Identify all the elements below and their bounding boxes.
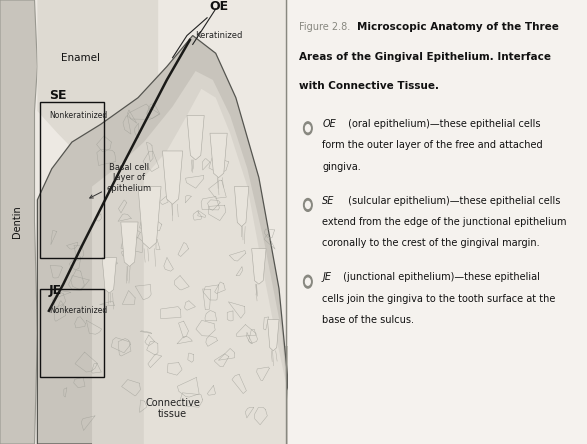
Polygon shape <box>144 89 288 444</box>
Text: extend from the edge of the junctional epithelium: extend from the edge of the junctional e… <box>322 217 567 227</box>
Text: SE: SE <box>49 89 66 102</box>
Text: Connective
tissue: Connective tissue <box>145 398 200 419</box>
Text: Areas of the Gingival Epithelium. Interface: Areas of the Gingival Epithelium. Interf… <box>299 52 551 62</box>
Circle shape <box>305 278 311 285</box>
Polygon shape <box>92 71 288 444</box>
Polygon shape <box>268 320 279 351</box>
Text: base of the sulcus.: base of the sulcus. <box>322 315 414 325</box>
Polygon shape <box>138 186 161 249</box>
Polygon shape <box>38 36 288 444</box>
Text: Microscopic Anatomy of the Three: Microscopic Anatomy of the Three <box>357 22 559 32</box>
Text: OE: OE <box>209 0 228 13</box>
Text: Dentin: Dentin <box>12 206 22 238</box>
Polygon shape <box>187 115 204 160</box>
Text: Figure 2.8.: Figure 2.8. <box>299 22 350 32</box>
Polygon shape <box>38 0 158 178</box>
Polygon shape <box>163 151 183 204</box>
Text: (sulcular epithelium)—these epithelial cells: (sulcular epithelium)—these epithelial c… <box>345 196 561 206</box>
Text: Enamel: Enamel <box>61 53 100 63</box>
Text: form the outer layer of the free and attached: form the outer layer of the free and att… <box>322 140 543 150</box>
Text: coronally to the crest of the gingival margin.: coronally to the crest of the gingival m… <box>322 238 540 248</box>
Text: (oral epithelium)—these epithelial cells: (oral epithelium)—these epithelial cells <box>345 119 541 129</box>
Circle shape <box>305 125 311 132</box>
Text: JE: JE <box>322 273 331 282</box>
Text: OE: OE <box>322 119 336 129</box>
Circle shape <box>303 275 312 288</box>
Bar <box>41 102 103 258</box>
Text: gingiva.: gingiva. <box>322 162 361 171</box>
Text: SE: SE <box>322 196 335 206</box>
Polygon shape <box>0 0 38 444</box>
Text: (junctional epithelium)—these epithelial: (junctional epithelium)—these epithelial <box>339 273 539 282</box>
Polygon shape <box>121 222 138 266</box>
Bar <box>38 346 288 444</box>
Polygon shape <box>234 186 249 226</box>
Text: Keratinized: Keratinized <box>195 31 242 40</box>
Bar <box>41 289 103 377</box>
Circle shape <box>303 198 312 211</box>
Circle shape <box>305 202 311 209</box>
Text: Nonkeratinized: Nonkeratinized <box>49 306 107 315</box>
Polygon shape <box>210 133 227 178</box>
Polygon shape <box>102 258 116 293</box>
Text: with Connective Tissue.: with Connective Tissue. <box>299 81 439 91</box>
Polygon shape <box>252 249 266 284</box>
Text: JE: JE <box>49 284 62 297</box>
Text: Basal cell
layer of
epithelium: Basal cell layer of epithelium <box>90 163 152 198</box>
Circle shape <box>303 122 312 135</box>
Text: Nonkeratinized: Nonkeratinized <box>49 111 107 120</box>
Text: cells join the gingiva to the tooth surface at the: cells join the gingiva to the tooth surf… <box>322 294 556 304</box>
